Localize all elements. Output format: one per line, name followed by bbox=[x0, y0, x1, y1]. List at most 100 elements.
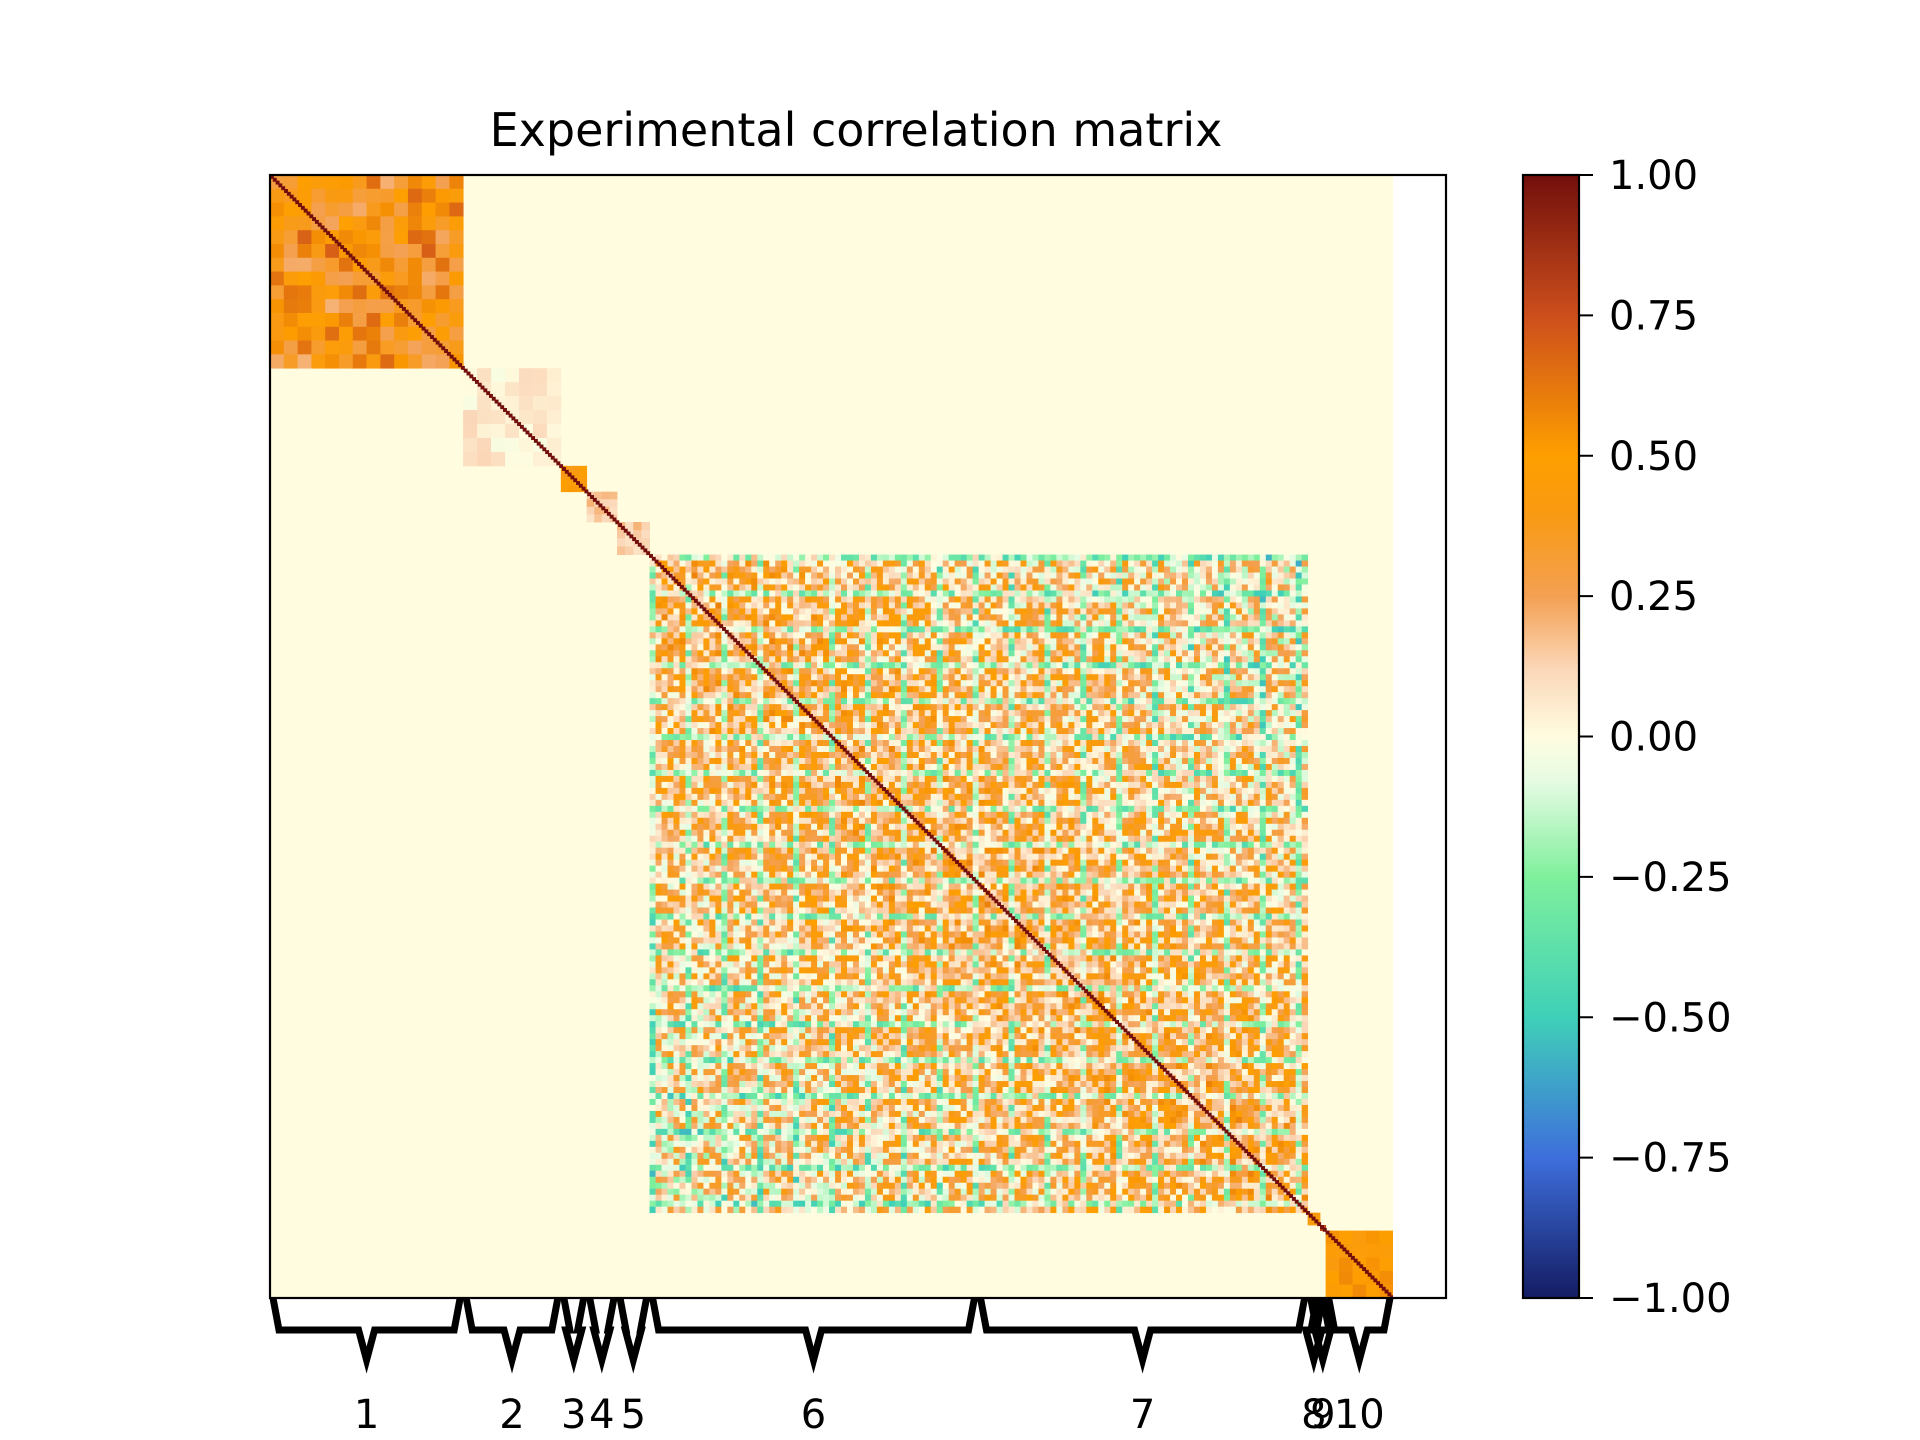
heatmap-cell-6-7 bbox=[1074, 692, 1081, 699]
heatmap-cell-6-7 bbox=[1068, 560, 1075, 567]
heatmap-cell-6-7 bbox=[1062, 608, 1069, 615]
heatmap-cell-6-7 bbox=[1265, 632, 1273, 639]
heatmap-cell-6-7 bbox=[1164, 590, 1171, 597]
heatmap-cell-6-7 bbox=[1259, 769, 1267, 777]
heatmap-cell-1 bbox=[421, 175, 436, 190]
heatmap-cell-6-7 bbox=[763, 656, 770, 663]
heatmap-cell-6-7 bbox=[655, 805, 662, 813]
heatmap-cell-6-7 bbox=[805, 620, 812, 627]
heatmap-cell-6-7 bbox=[1217, 608, 1225, 615]
heatmap-cell-6-7 bbox=[858, 566, 866, 573]
heatmap-cell-6-7 bbox=[960, 596, 968, 603]
heatmap-cell-6-7 bbox=[715, 734, 722, 741]
heatmap-cell-6-7 bbox=[900, 763, 908, 771]
heatmap-cell-6-7 bbox=[1211, 716, 1219, 723]
heatmap-cell-6-7 bbox=[1140, 554, 1147, 561]
heatmap-cell-6-7 bbox=[1283, 686, 1291, 693]
heatmap-cell-6-7 bbox=[781, 740, 788, 747]
heatmap-cell-6-7 bbox=[960, 656, 968, 663]
heatmap-cell-6-7 bbox=[721, 668, 728, 675]
heatmap-cell-6-7 bbox=[793, 584, 800, 591]
heatmap-cell-6-7 bbox=[1134, 590, 1141, 597]
heatmap-cell-6-7 bbox=[906, 620, 914, 627]
heatmap-cell-6-7 bbox=[1247, 787, 1255, 795]
heatmap-cell-5 bbox=[641, 522, 650, 531]
heatmap-cell-6-7 bbox=[1008, 554, 1015, 561]
heatmap-cell-6-7 bbox=[727, 674, 734, 681]
heatmap-cell-6-7 bbox=[966, 787, 974, 795]
heatmap-cell-6-7 bbox=[1122, 710, 1129, 717]
heatmap-cell-6-7 bbox=[906, 566, 914, 573]
heatmap-cell-6-7 bbox=[823, 710, 830, 717]
heatmap-cell-6-7 bbox=[775, 650, 782, 657]
heatmap-cell-6-7 bbox=[1140, 674, 1147, 681]
heatmap-cell-6-7 bbox=[960, 692, 968, 699]
heatmap-cell-6-7 bbox=[691, 757, 698, 765]
heatmap-cell-6-7 bbox=[1188, 710, 1195, 717]
heatmap-cell-6-7 bbox=[829, 722, 836, 729]
heatmap-cell-5 bbox=[633, 546, 642, 555]
heatmap-cell-6-7 bbox=[1086, 656, 1093, 663]
heatmap-cell-6-7 bbox=[984, 656, 991, 663]
heatmap-cell-6-7 bbox=[1026, 596, 1033, 603]
heatmap-cell-6-7 bbox=[769, 608, 776, 615]
heatmap-cell-6-7 bbox=[1217, 638, 1225, 645]
heatmap-cell-2 bbox=[463, 382, 478, 397]
heatmap-cell-6-7 bbox=[1271, 746, 1279, 753]
heatmap-cell-6-7 bbox=[1277, 710, 1285, 717]
heatmap-cell-6-7 bbox=[942, 668, 950, 675]
heatmap-cell-6-7 bbox=[781, 554, 788, 561]
heatmap-cell-6-7 bbox=[679, 680, 686, 687]
heatmap-cell-6-7 bbox=[811, 698, 818, 705]
heatmap-cell-6-7 bbox=[882, 560, 890, 567]
heatmap-cell-6-7 bbox=[906, 746, 914, 753]
heatmap-cell-6-7 bbox=[1205, 596, 1213, 603]
heatmap-cell-6-7 bbox=[888, 728, 896, 735]
heatmap-cell-6-7 bbox=[1289, 650, 1297, 657]
heatmap-cell-6-7 bbox=[799, 662, 806, 669]
heatmap-cell-6-7 bbox=[739, 722, 746, 729]
heatmap-cell-6-7 bbox=[1259, 722, 1267, 729]
heatmap-cell-6-7 bbox=[691, 632, 698, 639]
heatmap-cell-6-7 bbox=[1205, 787, 1213, 795]
heatmap-cell-6-7 bbox=[1020, 578, 1027, 585]
heatmap-cell-6-7 bbox=[763, 799, 770, 807]
heatmap-cell-6-7 bbox=[1271, 620, 1279, 627]
heatmap-cell-6-7 bbox=[1014, 775, 1021, 783]
heatmap-cell-2 bbox=[518, 410, 534, 425]
heatmap-cell-6-7 bbox=[870, 620, 878, 627]
heatmap-cell-6-7 bbox=[751, 614, 758, 621]
heatmap-cell-6-7 bbox=[1176, 560, 1183, 567]
heatmap-cell-6-7 bbox=[888, 644, 896, 651]
heatmap-cell-6-7 bbox=[960, 554, 968, 561]
heatmap-cell-6-7 bbox=[1056, 769, 1063, 777]
heatmap-cell-6-7 bbox=[1146, 602, 1153, 609]
heatmap-cell-6-7 bbox=[1110, 722, 1117, 729]
heatmap-cell-6-7 bbox=[864, 775, 872, 783]
heatmap-cell-6-7 bbox=[1253, 710, 1261, 717]
heatmap-cell-6-7 bbox=[1271, 787, 1279, 795]
heatmap-cell-6-7 bbox=[1176, 668, 1183, 675]
heatmap-cell-6-7 bbox=[679, 668, 686, 675]
heatmap-cell-6-7 bbox=[1074, 608, 1081, 615]
heatmap-cell-6-7 bbox=[655, 590, 662, 597]
heatmap-cell-6-7 bbox=[858, 686, 866, 693]
heatmap-cell-6-7 bbox=[978, 644, 985, 651]
heatmap-cell-6-7 bbox=[942, 638, 950, 645]
heatmap-cell-6-7 bbox=[1092, 763, 1099, 771]
heatmap-cell-6-7 bbox=[1170, 716, 1177, 723]
heatmap-cell-6-7 bbox=[888, 757, 896, 765]
heatmap-cell-6-7 bbox=[1217, 722, 1225, 729]
heatmap-cell-6-7 bbox=[1217, 775, 1225, 783]
heatmap-cell-6-7 bbox=[984, 596, 991, 603]
heatmap-cell-6-7 bbox=[691, 734, 698, 741]
heatmap-cell-6-7 bbox=[679, 805, 686, 813]
heatmap-cell-6-7 bbox=[1259, 740, 1267, 747]
heatmap-cell-6-7 bbox=[793, 572, 800, 579]
heatmap-cell-6-7 bbox=[1098, 590, 1105, 597]
heatmap-cell-6-7 bbox=[1134, 584, 1141, 591]
heatmap-cell-6-7 bbox=[823, 578, 830, 585]
heatmap-cell-6-7 bbox=[1217, 716, 1225, 723]
heatmap-cell-6-7 bbox=[1223, 656, 1231, 663]
heatmap-cell-6-7 bbox=[1086, 674, 1093, 681]
